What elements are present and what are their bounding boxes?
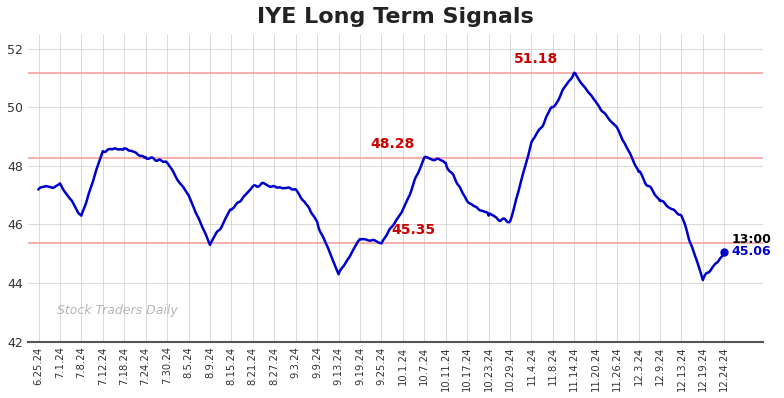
Text: 45.06: 45.06: [731, 245, 771, 258]
Text: 45.35: 45.35: [391, 223, 436, 237]
Text: 51.18: 51.18: [514, 52, 558, 66]
Text: 48.28: 48.28: [370, 137, 414, 151]
Text: Stock Traders Daily: Stock Traders Daily: [57, 304, 178, 317]
Text: 13:00: 13:00: [731, 233, 771, 246]
Title: IYE Long Term Signals: IYE Long Term Signals: [257, 7, 534, 27]
